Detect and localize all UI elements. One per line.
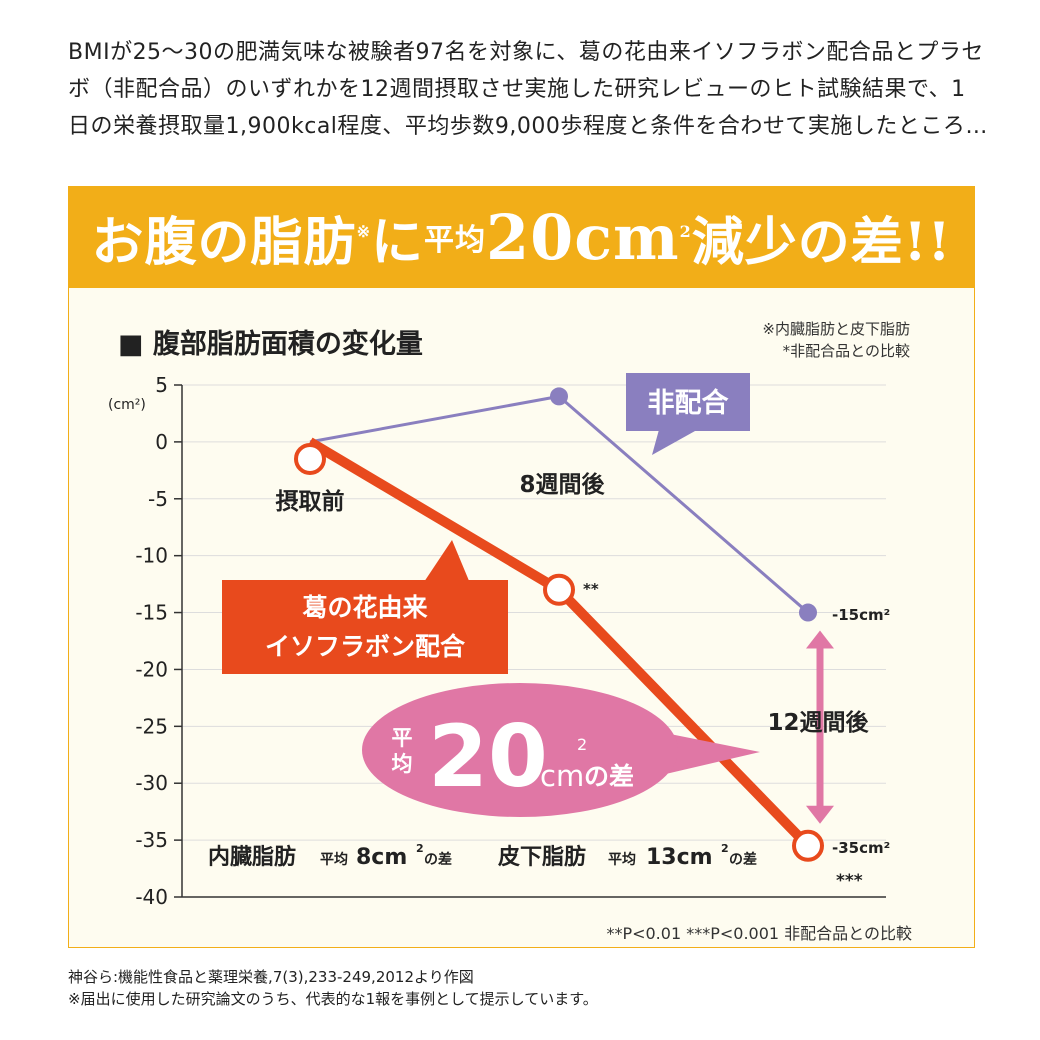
diff-avg-2: 均 — [392, 752, 413, 776]
source-line-1: 神谷ら:機能性食品と薬理栄養,7(3),233-249,2012より作図 — [68, 968, 474, 986]
chart-panel — [68, 288, 975, 948]
visceral-label: 内臓脂肪 — [208, 844, 296, 870]
headline-part2: に — [370, 211, 424, 273]
y-tick-label-0: 5 — [155, 373, 168, 397]
visceral-value: 8cm — [356, 845, 407, 870]
y-tick-label-7: -30 — [135, 771, 168, 795]
x-label-2: 12週間後 — [767, 709, 869, 736]
active-legend-label-line-1: 葛の花由来 — [302, 593, 428, 622]
diff-bubble — [362, 683, 678, 817]
headline-part3: 減少 — [691, 211, 798, 273]
active-point-0 — [294, 442, 326, 475]
y-tick-label-3: -10 — [135, 544, 168, 568]
headline-banner: お腹の脂肪 ※ に平均 20cm 2 減少 の差!! — [68, 186, 975, 288]
diff-sup: 2 — [577, 735, 587, 754]
diff-avg-1: 平 — [392, 726, 413, 750]
chart-note: ※内臓脂肪と皮下脂肪 *非配合品との比較 — [762, 318, 910, 362]
visceral-sup: 2 — [416, 842, 424, 855]
y-tick-label-1: 0 — [155, 430, 168, 454]
intro-text: BMIが25〜30の肥満気味な被験者97名を対象に、葛の花由来イソフラボン配合品… — [68, 40, 988, 139]
placebo-point-1 — [550, 387, 568, 406]
headline-value: 20cm — [485, 200, 680, 274]
chart-note-line-2: *非配合品との比較 — [782, 342, 910, 360]
active-12w-value: -35cm² — [832, 839, 890, 857]
active-callout-pointer — [420, 540, 472, 588]
headline-part4: の差!! — [797, 211, 952, 273]
sig-12w: *** — [836, 871, 863, 891]
diff-suffix: の差 — [584, 762, 634, 791]
active-point-1 — [543, 573, 575, 606]
placebo-callout-box — [626, 373, 750, 431]
chart-heading: ■ 腹部脂肪面積の変化量 — [118, 329, 423, 360]
visceral-suffix: の差 — [424, 851, 452, 868]
diff-arrow-head-down — [806, 805, 834, 824]
active-point-2 — [792, 829, 824, 862]
diff-value: 20 — [428, 707, 548, 807]
headline-sup: 2 — [679, 221, 692, 241]
diff-unit: cm — [540, 759, 584, 793]
x-label-0: 摂取前 — [276, 488, 345, 515]
chart-footnote: **P<0.01 ***P<0.001 非配合品との比較 — [606, 924, 912, 943]
y-tick-label-6: -25 — [135, 714, 168, 738]
subcut-suffix: の差 — [729, 851, 757, 868]
diff-arrow-head-up — [806, 630, 834, 649]
x-label-1: 8週間後 — [519, 471, 605, 498]
placebo-12w-value: -15cm² — [832, 606, 890, 624]
chart-note-line-1: ※内臓脂肪と皮下脂肪 — [762, 320, 910, 338]
placebo-callout-pointer — [652, 426, 704, 455]
source-line-2: ※届出に使用した研究論文のうち、代表的な1報を事例として提示しています。 — [68, 990, 598, 1008]
subcut-label: 皮下脂肪 — [498, 844, 586, 870]
y-tick-label-9: -40 — [135, 885, 168, 909]
subcut-avg: 平均 — [608, 851, 636, 868]
headline-avg: 平均 — [423, 223, 486, 258]
placebo-point-2 — [799, 603, 817, 622]
subcut-sup: 2 — [721, 842, 729, 855]
active-callout-box — [222, 580, 508, 674]
y-axis-unit: (cm²) — [108, 397, 146, 413]
y-tick-label-8: -35 — [135, 828, 168, 852]
active-legend-label-line-2: イソフラボン配合 — [265, 632, 466, 661]
sig-8w: ** — [583, 580, 599, 598]
headline-part1: お腹の脂肪 — [91, 211, 357, 273]
headline-text: お腹の脂肪 ※ に平均 20cm 2 減少 の差!! — [68, 186, 975, 288]
subcut-value: 13cm — [646, 845, 713, 870]
y-tick-label-5: -20 — [135, 657, 168, 681]
headline-mark: ※ — [356, 221, 371, 241]
source-notes: 神谷ら:機能性食品と薬理栄養,7(3),233-249,2012より作図 ※届出… — [68, 966, 598, 1010]
y-tick-label-4: -15 — [135, 601, 168, 625]
placebo-legend-label: 非配合 — [648, 387, 729, 419]
y-tick-label-2: -5 — [148, 487, 168, 511]
visceral-avg: 平均 — [320, 851, 348, 868]
